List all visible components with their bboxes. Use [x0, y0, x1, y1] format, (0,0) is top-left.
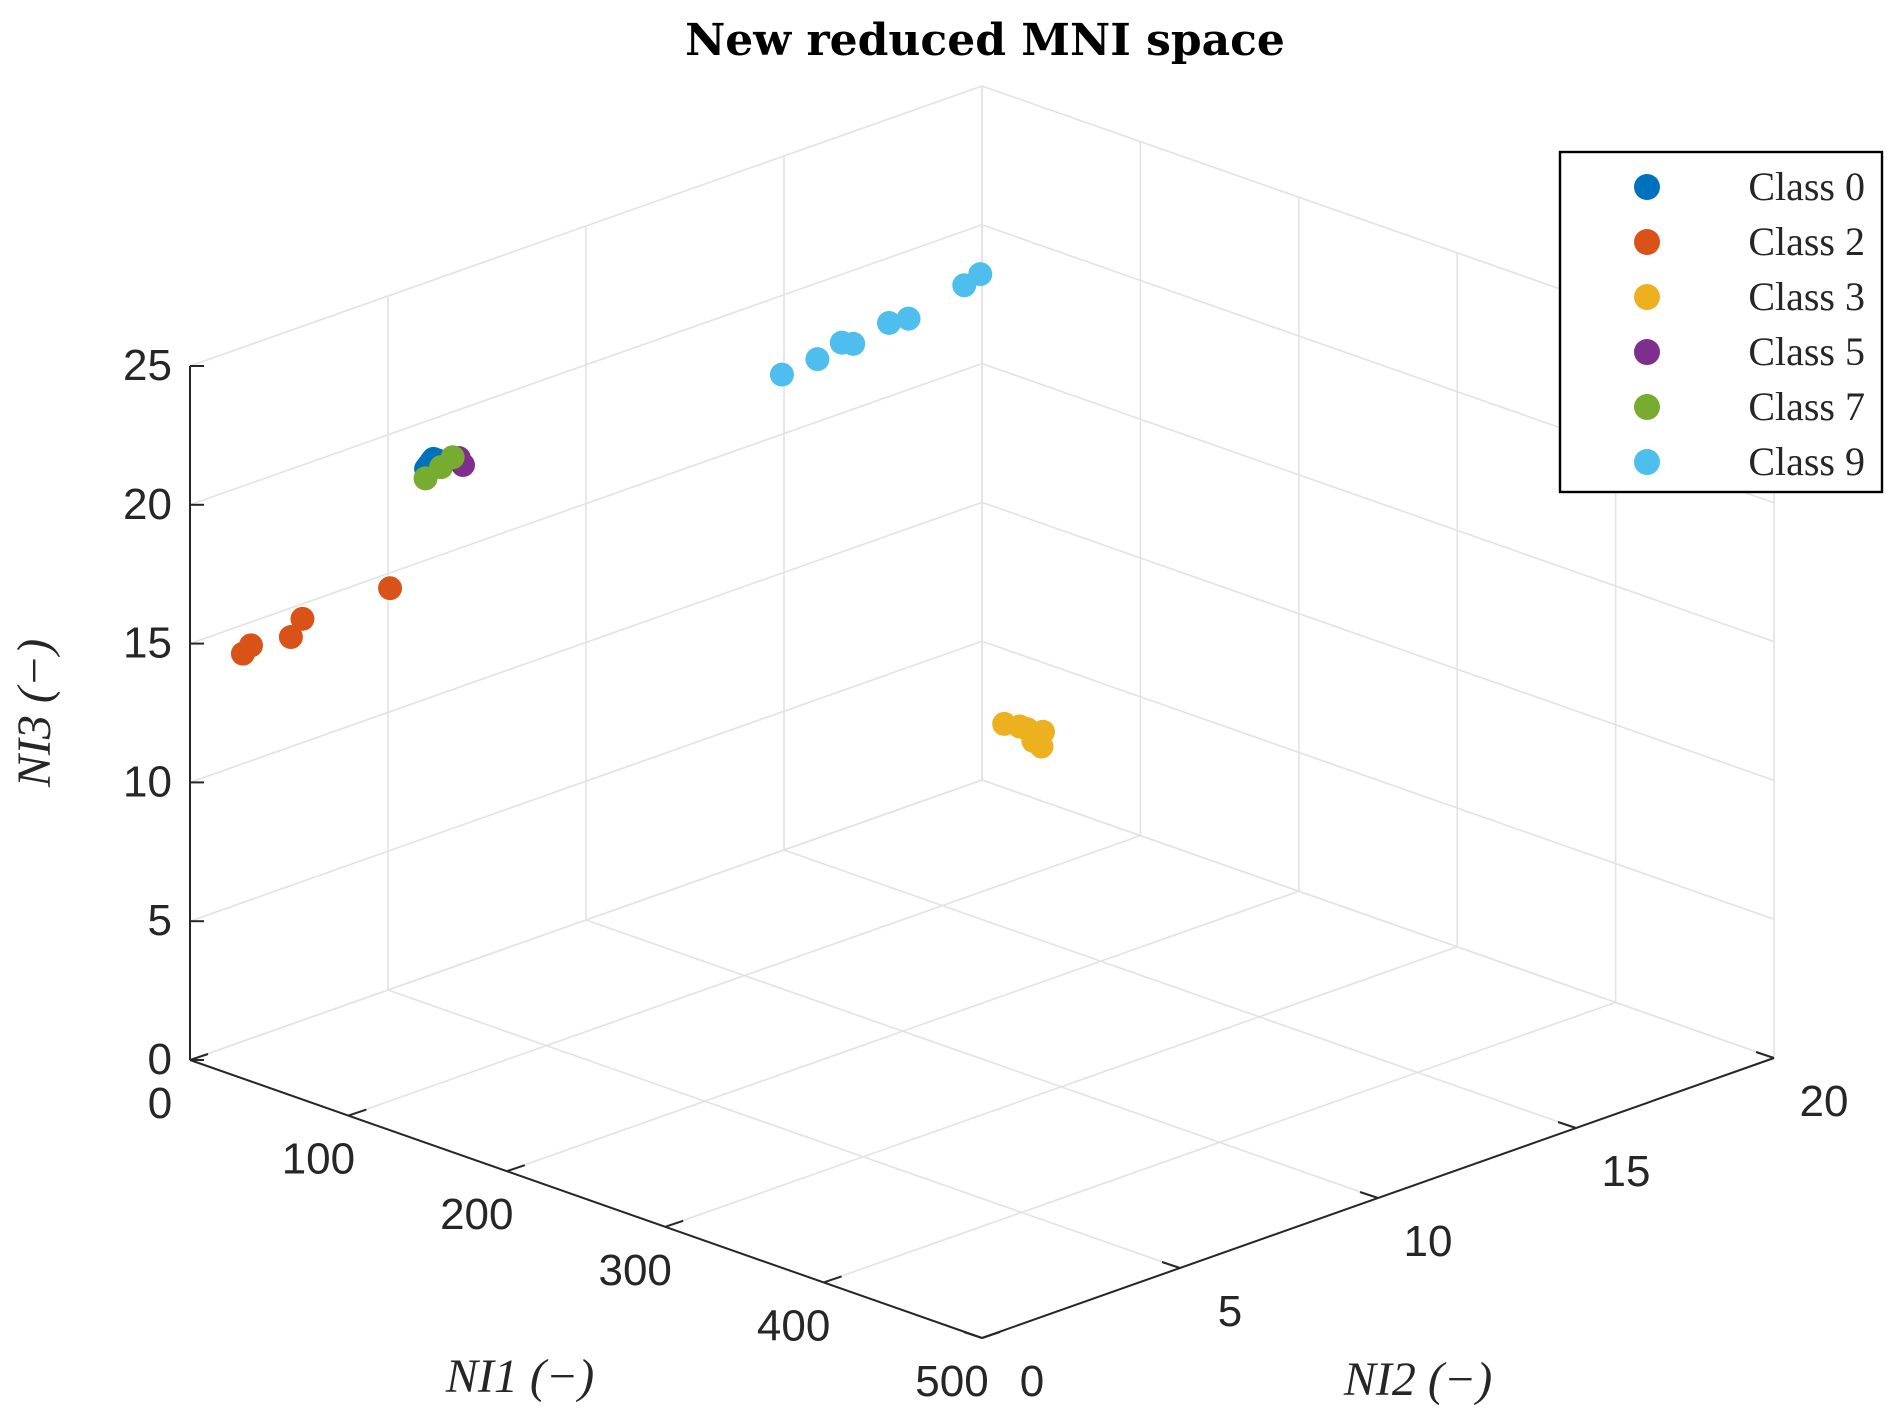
legend-box: [1558, 150, 1884, 494]
wall-grid-line: [981, 640, 1775, 920]
floor-grid-line: [585, 919, 1379, 1199]
y-tick-label: 0: [1020, 1357, 1044, 1406]
y-axis-label: NI2 (−): [1343, 1353, 1492, 1406]
data-points: [230, 262, 1055, 759]
x-tick-mark: [981, 1331, 1001, 1339]
tick-labels: 0 5 10 15 20 25 0 100 200 300 400 500 0 5 10 15 20: [123, 341, 1848, 1406]
x-tick-label: 300: [598, 1246, 671, 1295]
legend-label: Class 2: [1748, 219, 1865, 264]
x-tick-label: 0: [148, 1079, 172, 1128]
wall-grid-line: [981, 779, 1775, 1059]
point-class-9: [841, 331, 866, 356]
x-tick-mark: [506, 1164, 526, 1173]
z-axis-label: NI3 (−): [8, 639, 61, 788]
z-tick-label: 25: [123, 341, 172, 390]
legend-marker-class-7: [1634, 394, 1660, 420]
axes-layer: [189, 365, 1775, 1339]
wall-grid-line: [981, 362, 1775, 643]
z-tick-label: 15: [123, 619, 172, 668]
wall-grid-line: [189, 85, 983, 367]
legend-label: Class 0: [1748, 164, 1865, 209]
x-tick-label: 100: [282, 1135, 355, 1184]
x-axis-label: NI1 (−): [445, 1350, 594, 1403]
legend-marker-class-2: [1634, 229, 1660, 255]
point-class-2: [290, 606, 315, 631]
legend-label: Class 7: [1748, 384, 1865, 429]
point-class-7: [440, 445, 465, 470]
y-tick-mark: [963, 1331, 983, 1339]
legend: Class 0 Class 2 Class 3 Class 5 Class 7 Class…: [1558, 150, 1884, 494]
wall-grid-line: [189, 224, 983, 506]
legend-marker-class-0: [1634, 174, 1660, 200]
y-tick-mark: [1359, 1191, 1379, 1199]
wall-grid-line: [189, 501, 983, 784]
x-tick-label: 200: [440, 1190, 513, 1239]
point-class-3: [1029, 734, 1054, 759]
point-class-2: [238, 633, 263, 658]
x-tick-mark: [664, 1219, 684, 1228]
x-axis-line: [189, 1059, 983, 1339]
point-class-2: [378, 576, 403, 601]
x-tick-mark: [823, 1275, 842, 1284]
x-tick-label: 500: [915, 1357, 988, 1406]
point-class-2: [278, 625, 303, 650]
wall-grid-line: [189, 779, 983, 1061]
z-tick-label: 20: [123, 480, 172, 529]
y-tick-label: 10: [1404, 1217, 1453, 1266]
z-tick-label: 10: [123, 757, 172, 806]
floor-grid-line: [387, 989, 1181, 1269]
x-tick-mark: [189, 1053, 209, 1061]
y-tick-label: 15: [1602, 1147, 1651, 1196]
y-tick-mark: [1557, 1121, 1577, 1129]
z-tick-label: 0: [148, 1035, 172, 1084]
floor-grid-line: [783, 849, 1577, 1129]
wall-grid-line: [981, 501, 1775, 782]
x-tick-label: 400: [757, 1301, 830, 1350]
y-tick-label: 20: [1800, 1077, 1849, 1126]
legend-marker-class-5: [1634, 339, 1660, 365]
point-class-9: [877, 310, 902, 335]
chart-title: New reduced MNI space: [685, 15, 1285, 66]
y-tick-mark: [1161, 1261, 1181, 1269]
point-class-9: [968, 262, 993, 287]
z-tick-label: 5: [148, 896, 172, 945]
legend-label: Class 5: [1748, 329, 1865, 374]
legend-label: Class 9: [1748, 439, 1865, 484]
wall-grid-line: [189, 362, 983, 645]
x-tick-mark: [348, 1108, 367, 1117]
legend-label: Class 3: [1748, 274, 1865, 319]
y-tick-label: 5: [1218, 1287, 1242, 1336]
point-class-9: [896, 306, 921, 331]
point-class-9: [769, 362, 794, 387]
legend-marker-class-9: [1634, 449, 1660, 475]
y-tick-mark: [1755, 1051, 1775, 1059]
point-class-9: [805, 347, 830, 372]
wall-grid-line: [189, 640, 983, 922]
legend-marker-class-3: [1634, 284, 1660, 310]
